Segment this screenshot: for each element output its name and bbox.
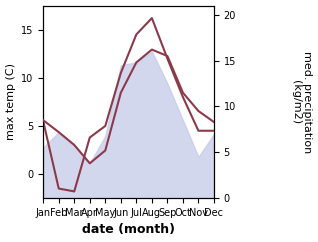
Y-axis label: med. precipitation
(kg/m2): med. precipitation (kg/m2): [291, 51, 313, 153]
Y-axis label: max temp (C): max temp (C): [5, 63, 16, 140]
X-axis label: date (month): date (month): [82, 223, 175, 236]
